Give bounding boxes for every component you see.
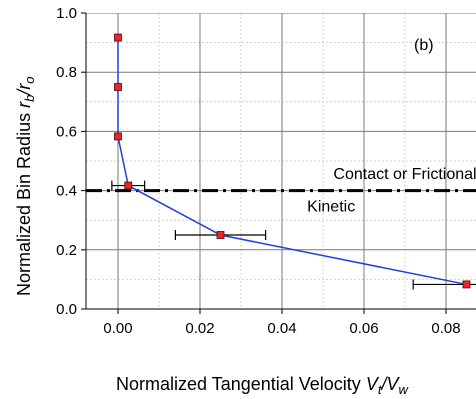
data-point [216,231,225,239]
annotations: Contact or Frictional Kinetic [307,166,476,216]
y-axis-title-slash: /r [14,83,34,97]
x-axis-title-sub2: w [398,382,409,397]
y-tick-label: 0.4 [56,183,77,200]
y-tick-label: 0.6 [56,123,77,140]
axes [85,13,476,310]
data-point [124,181,133,190]
series-line-group [117,37,467,286]
y-tick-label: 0.0 [56,301,77,318]
y-axis-title-sub2: o [22,76,37,83]
x-axis-title-main: Normalized Tangential Velocity [116,374,366,394]
x-tick-label: 0.04 [267,320,296,337]
x-tick-label: 0.02 [185,320,214,337]
x-tick-label: 0.00 [103,320,132,337]
x-axis-title-sub1: t [378,382,383,397]
y-tick-labels: 0.0 0.2 0.4 0.6 0.8 1.0 [56,5,77,318]
data-markers [114,33,471,289]
x-tick-labels: 0.000.020.040.060.080.10 [103,320,460,337]
series-line [117,37,467,286]
y-axis-title-var: r [14,101,34,108]
y-tick-label: 1.0 [56,5,77,22]
x-tick-label: 0.08 [431,320,460,337]
y-tick-label: 0.2 [56,242,77,259]
tick-marks [81,12,447,314]
y-axis-title: Normalized Bin Radius rb/ro [14,76,37,296]
data-point [114,132,122,141]
x-axis-title-slash: /V [379,374,400,394]
data-point [462,280,471,289]
panel-label: (b) [414,37,434,54]
x-axis-title-var: V [366,374,380,394]
x-tick-label: 0.06 [349,320,378,337]
annotation-label: Contact or Frictional [333,166,476,183]
data-point [114,33,122,42]
y-axis-title-sub1: b [22,95,37,102]
annotation-label: Kinetic [307,198,355,215]
y-tick-label: 0.8 [56,64,77,81]
x-axis-title: Normalized Tangential Velocity Vt/Vw [116,374,409,397]
data-point [114,83,122,91]
minor-grid [86,13,476,309]
plot-area [86,13,476,309]
y-axis-title-main: Normalized Bin Radius [14,108,34,296]
